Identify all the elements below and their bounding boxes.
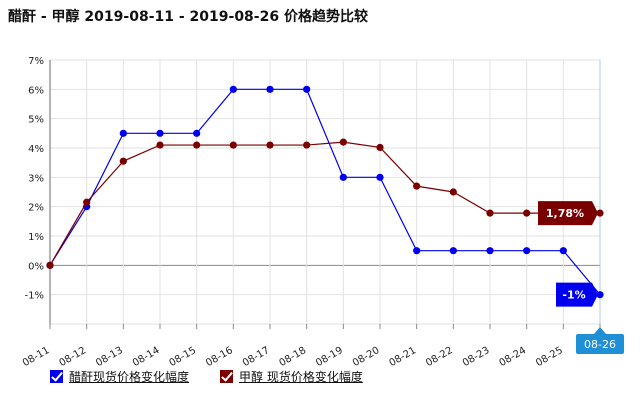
y-tick-label: 1% [28,232,44,243]
chart-title: 醋酐 - 甲醇 2019-08-11 - 2019-08-26 价格趋势比较 [8,9,368,25]
x-tick-label: 08-24 [497,345,528,369]
x-tick-label: 08-11 [21,345,52,369]
data-point [266,85,274,93]
x-tick-label: 08-18 [277,345,308,369]
data-point [266,141,274,149]
data-point [596,209,604,217]
data-point [376,143,384,152]
legend-label: 醋酐现货价格变化幅度 [69,370,190,384]
end-label-box [556,282,598,307]
x-tick-label: 08-20 [351,345,382,369]
x-tick-label: 08-25 [534,345,565,369]
data-point [449,188,457,196]
data-point [83,198,91,206]
x-tick-label: 08-14 [131,345,162,369]
grid [49,59,601,325]
data-labels: -1% 1,78% [538,201,598,307]
x-tick-label: 08-13 [94,345,125,369]
data-point [303,141,311,149]
x-tick-label: 08-17 [241,345,272,369]
data-point [229,85,237,93]
y-tick-label: 4% [28,144,44,155]
y-tick-label: -1% [25,291,44,302]
data-point [486,209,494,217]
data-point [413,182,421,190]
y-tick-label: 5% [28,115,44,126]
x-tick-label: 08-23 [461,345,492,369]
series-line-2 [49,141,600,266]
data-point [119,157,127,165]
data-point [486,247,494,255]
data-point [339,138,347,146]
data-point [193,141,201,149]
data-point [46,261,54,269]
legend-label: 甲醇 现货价格变化幅度 [239,370,363,384]
end-label-box [538,201,598,226]
data-point [339,173,347,181]
legend-item-1[interactable]: 醋酐现货价格变化幅度 [50,368,189,385]
legend-checkbox-icon[interactable] [220,370,233,383]
series-line-1 [49,88,601,296]
x-tick-label: 08-19 [314,345,345,369]
x-highlight-label: 08-26 [584,338,616,351]
x-tick-label: 08-21 [387,345,418,369]
x-tick-label: 08-16 [204,345,235,369]
x-tick-label: 08-12 [57,345,88,369]
y-tick-label: 6% [28,85,44,96]
data-point [303,85,311,93]
data-point [559,247,567,255]
data-point [523,209,531,217]
x-tick-label: 08-22 [424,345,455,369]
end-value-label: -1% [562,289,585,302]
legend-checkbox-icon[interactable] [50,370,63,383]
data-point [229,141,237,149]
end-value-label: 1,78% [546,207,584,220]
data-point [413,247,421,255]
data-point [156,141,164,149]
x-highlight-pointer [594,327,606,334]
data-point [449,247,457,255]
y-tick-label: 3% [28,173,44,184]
y-tick-label: 0% [28,261,44,272]
data-point [523,247,531,255]
legend-item-2[interactable]: 甲醇 现货价格变化幅度 [220,368,363,385]
x-highlight-box [576,334,624,354]
data-point [376,173,384,181]
series-lines [46,85,604,299]
data-point [596,291,604,299]
data-point [156,129,164,137]
data-point [119,129,127,137]
x-tick-label: 08-15 [167,345,198,369]
y-tick-label: 7% [28,56,44,67]
data-point [193,129,201,137]
y-tick-label: 2% [28,203,44,214]
